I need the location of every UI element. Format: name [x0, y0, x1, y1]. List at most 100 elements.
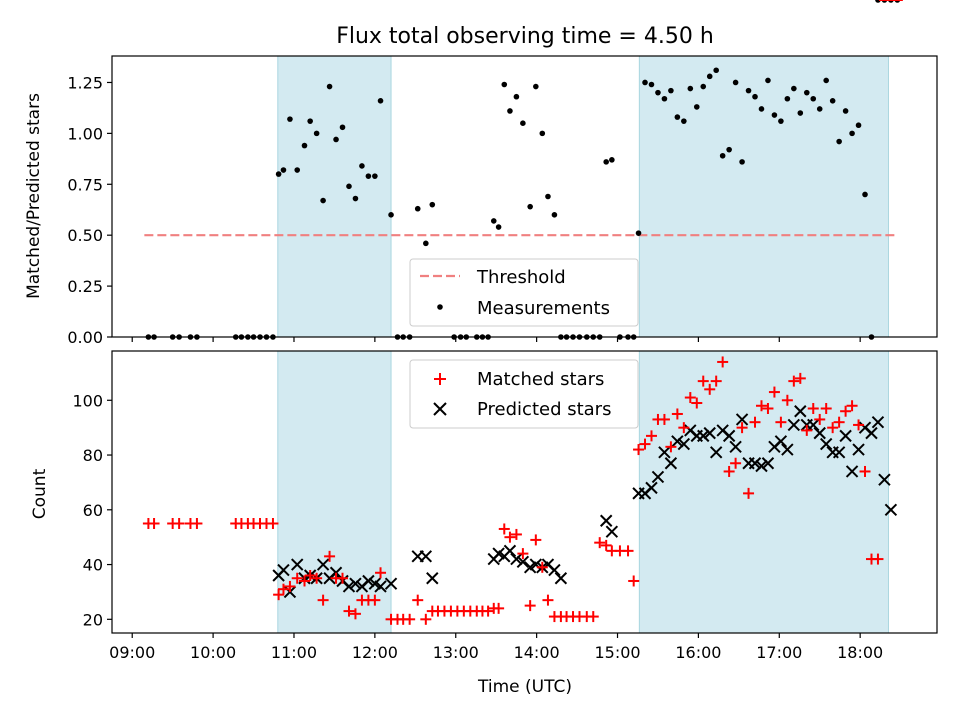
measurement-point — [745, 87, 752, 94]
predicted-star-marker — [548, 563, 561, 577]
x-tick-label: 15:00 — [594, 643, 640, 662]
top-legend: Threshold Measurements — [409, 258, 639, 327]
legend-matched-label: Matched stars — [477, 369, 604, 390]
measurement-point — [365, 173, 372, 179]
matched-star-marker — [730, 457, 742, 469]
matched-star-marker — [684, 392, 696, 404]
matched-star-marker — [801, 424, 813, 436]
x-tick-label: 14:00 — [514, 643, 560, 662]
predicted-star-marker — [865, 426, 878, 440]
matched-star-marker — [284, 580, 296, 592]
predicted-star-marker — [664, 457, 678, 470]
bottom-shaded-intervals — [277, 350, 889, 634]
matched-star-marker — [369, 594, 381, 606]
predicted-star-marker — [787, 418, 801, 432]
measurement-point — [301, 142, 308, 149]
measurement-point — [377, 97, 384, 104]
matched-star-marker — [191, 517, 203, 529]
predicted-star-marker — [426, 572, 439, 585]
predicted-star-marker — [316, 558, 330, 571]
predicted-star-marker — [516, 555, 530, 569]
predicted-star-marker — [794, 405, 807, 418]
bottom-legend-box — [409, 359, 639, 429]
legend-measurements-label: Measurements — [477, 298, 610, 319]
matched-star-marker — [853, 419, 865, 431]
matched-star-marker — [628, 575, 640, 587]
matched-star-marker — [412, 594, 424, 606]
measurement-point — [359, 163, 365, 169]
measurement-point — [765, 77, 771, 84]
measurement-point — [823, 77, 829, 84]
predicted-star-marker — [645, 481, 658, 495]
measurement-point — [294, 167, 301, 173]
matched-star-marker — [645, 430, 657, 442]
matched-star-marker — [517, 548, 529, 560]
matched-star-marker — [697, 375, 709, 387]
predicted-star-marker — [599, 514, 613, 527]
predicted-star-marker — [729, 440, 742, 454]
measurement-point — [726, 146, 732, 153]
matched-star-marker — [404, 613, 416, 625]
measurement-point — [635, 230, 642, 236]
matched-star-marker — [872, 553, 884, 565]
measurement-point — [668, 87, 674, 94]
matched-star-marker — [594, 537, 606, 549]
predicted-star-marker — [832, 446, 846, 459]
legend-predicted-swatch — [433, 402, 447, 416]
predicted-star-marker — [878, 473, 891, 486]
measurement-point — [339, 124, 346, 131]
measurement-point — [816, 106, 823, 112]
matched-star-marker — [788, 375, 800, 387]
predicted-star-marker — [813, 426, 826, 440]
predicted-star-marker — [884, 503, 898, 517]
legend-threshold-label: Threshold — [476, 267, 566, 288]
matched-star-marker — [304, 570, 316, 582]
matched-star-marker — [530, 534, 542, 546]
matched-star-marker — [510, 528, 522, 540]
measurement-point — [520, 120, 526, 126]
predicted-star-marker — [819, 437, 833, 451]
measurement-point — [513, 93, 520, 100]
matched-star-marker — [814, 413, 826, 425]
predicted-star-marker — [722, 429, 736, 443]
matched-star-marker — [291, 572, 303, 584]
predicted-star-marker — [349, 577, 362, 590]
matched-star-marker — [775, 416, 787, 428]
predicted-star-marker — [419, 550, 433, 563]
predicted-star-marker — [510, 552, 523, 566]
matched-star-marker — [317, 594, 329, 606]
predicted-star-marker — [852, 443, 865, 456]
predicted-star-marker — [697, 429, 710, 443]
top-axes-frame — [111, 55, 938, 338]
matched-star-marker — [273, 589, 285, 601]
matched-star-marker — [587, 611, 599, 623]
measurement-point — [778, 118, 784, 124]
measurement-point — [855, 122, 862, 129]
matched-star-marker — [723, 465, 735, 477]
legend-measurements-swatch — [437, 304, 443, 310]
top-shaded-interval-1 — [638, 55, 889, 338]
matched-star-marker — [736, 422, 748, 434]
x-tick-label: 17:00 — [756, 643, 802, 662]
x-tick-label: 10:00 — [190, 643, 236, 662]
matched-star-marker — [482, 605, 494, 617]
measurement-point — [732, 79, 739, 86]
measurement-point — [836, 138, 842, 145]
top-y-tick-label: 0.00 — [67, 328, 103, 347]
measurement-point — [661, 95, 668, 102]
bot-y-tick-label: 60 — [83, 501, 103, 520]
matched-star-marker — [846, 400, 858, 412]
top-y-tick-label: 0.50 — [67, 226, 103, 245]
bot-y-tick-label: 20 — [83, 610, 103, 629]
matched-star-marker — [840, 405, 852, 417]
measurement-point — [758, 106, 765, 112]
matched-star-marker — [658, 413, 670, 425]
x-tick-label: 18:00 — [837, 643, 883, 662]
measurement-point — [280, 167, 287, 173]
predicted-star-marker — [362, 574, 375, 588]
measurement-point — [551, 212, 558, 218]
predicted-star-marker — [554, 572, 568, 585]
measurement-point — [681, 118, 687, 124]
predicted-star-marker — [755, 459, 768, 473]
matched-star-marker — [859, 465, 871, 477]
